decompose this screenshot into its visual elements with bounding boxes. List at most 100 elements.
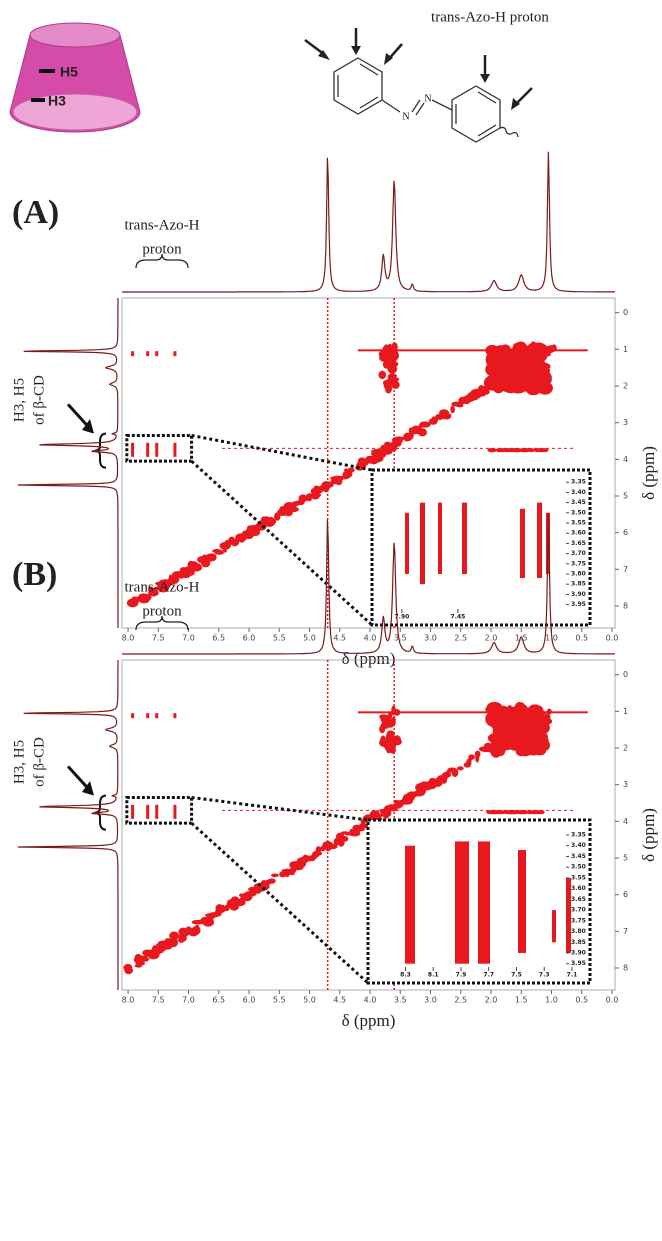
contour [495, 448, 503, 453]
projection-top [122, 151, 615, 293]
inset-y-tick-label: 3.50 [571, 509, 586, 516]
contour [173, 713, 177, 719]
panel-label: (B) [12, 556, 57, 593]
inset-contour [520, 508, 525, 579]
contour [533, 448, 545, 453]
inset-y-tick-label: 3.85 [571, 581, 586, 588]
inset-y-tick-label: 3.75 [571, 560, 586, 567]
inset-y-tick-label: 3.45 [571, 499, 586, 506]
contour [468, 756, 473, 762]
projection-top [122, 513, 615, 655]
contour [153, 587, 162, 591]
contour [312, 851, 323, 856]
inset-y-tick-label: 3.60 [571, 530, 586, 537]
contour [412, 790, 425, 797]
contours [123, 701, 588, 975]
y-tick-label: 0 [623, 670, 628, 679]
contour [497, 350, 504, 363]
y-tick-label: 7 [623, 565, 628, 574]
contour [138, 956, 150, 962]
inset-contour [405, 512, 409, 575]
contour [295, 500, 305, 504]
inset-y-tick-label: 3.95 [571, 960, 586, 967]
contour [445, 770, 451, 778]
contour [486, 701, 503, 714]
contour [371, 813, 383, 818]
contour [402, 794, 413, 802]
inset [370, 468, 592, 627]
x-tick-label: 1.5 [515, 996, 528, 1005]
contour [310, 488, 318, 495]
contour [475, 753, 480, 763]
contour [510, 448, 518, 453]
x-tick-label: 0.5 [575, 634, 588, 643]
y-tick-label: 7 [623, 927, 628, 936]
y-tick-label: 2 [623, 382, 628, 391]
peak-label: proton [142, 603, 182, 619]
contour [429, 420, 438, 425]
contour [185, 928, 196, 932]
inset-contour [552, 910, 556, 943]
contour [137, 593, 150, 602]
x-tick-label: 6.0 [243, 996, 256, 1005]
contour [131, 442, 135, 457]
inset-y-tick-label: 3.45 [571, 853, 586, 860]
inset-x-tick-label: 8.1 [428, 972, 439, 979]
inset-y-tick-label: 3.65 [571, 896, 586, 903]
contour [155, 442, 159, 457]
inset-y-tick-label: 3.95 [571, 601, 586, 608]
x-axis-title: δ (ppm) [342, 1011, 396, 1030]
inset-x-tick-label: 7.3 [539, 972, 550, 979]
panel-label: (A) [12, 194, 59, 231]
contour [418, 424, 423, 429]
inset-contour [438, 502, 442, 575]
projection-left [17, 298, 119, 628]
contour [533, 382, 547, 392]
contour [488, 810, 499, 815]
contours [126, 341, 588, 608]
x-tick-label: 5.5 [273, 996, 286, 1005]
contour [522, 368, 537, 376]
contour [365, 455, 376, 461]
inset-contour [405, 845, 415, 964]
inset-contour [518, 850, 526, 953]
contour [360, 463, 367, 467]
contour [396, 436, 403, 440]
contour [240, 892, 253, 902]
contour [494, 374, 506, 385]
contour [146, 804, 150, 819]
contour [380, 721, 390, 729]
y-axis-title: δ (ppm) [639, 446, 658, 500]
contour [391, 380, 400, 389]
contour [338, 475, 350, 480]
contour [178, 927, 188, 937]
x-tick-label: 7.5 [152, 996, 165, 1005]
inset-contour [462, 502, 467, 575]
contour [222, 548, 227, 553]
contour [240, 536, 245, 540]
bracket [135, 615, 189, 631]
peak-label: trans-Azo-H [125, 579, 200, 595]
x-tick-label: 7.0 [182, 634, 195, 643]
contour [378, 370, 387, 380]
peak-label: proton [142, 241, 182, 257]
contour [155, 804, 159, 819]
x-tick-label: 5.0 [303, 996, 316, 1005]
x-tick-label: 1.0 [545, 996, 558, 1005]
contour [470, 389, 478, 397]
inset-contour [537, 502, 542, 579]
inset-y-tick-label: 3.35 [571, 832, 586, 839]
inset-y-tick-label: 3.65 [571, 540, 586, 547]
cd-label: H5 [60, 64, 78, 80]
contour [383, 384, 390, 389]
contour [344, 471, 353, 475]
contour [386, 804, 399, 810]
contour [178, 933, 187, 942]
contour [528, 743, 544, 755]
x-tick-label: 6.0 [243, 634, 256, 643]
arrow-head [82, 419, 94, 434]
contour [304, 855, 314, 862]
side-label: H3, H5 [11, 740, 27, 784]
inset-x-tick-label: 7.45 [451, 614, 466, 621]
contour [522, 448, 531, 453]
